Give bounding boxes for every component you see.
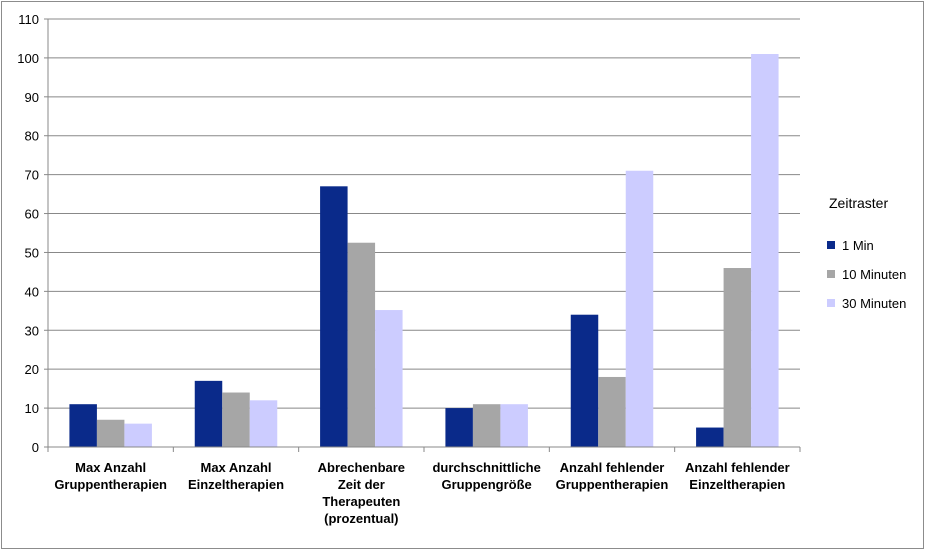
bar [320, 186, 348, 448]
y-tick-label: 50 [25, 245, 39, 260]
bar [124, 423, 152, 447]
y-tick-label: 110 [18, 12, 39, 27]
x-category-labels: Max Anzahl Gruppentherapien Max Anzahl Einz… [54, 460, 789, 526]
bar [375, 310, 403, 447]
y-tick-label: 80 [25, 129, 39, 144]
legend-label: 10 Minuten [842, 267, 906, 282]
bar [347, 242, 376, 447]
legend-title: Zeitraster [829, 195, 888, 211]
x-category-label: Abrechenbare Zeit der Therapeuten (prozentu… [318, 460, 405, 526]
y-tick-label: 30 [25, 323, 39, 338]
y-tick-label: 40 [25, 284, 39, 299]
y-tick-label: 100 [17, 51, 39, 66]
x-category-label: Max Anzahl Einzeltherapien [188, 460, 284, 492]
bar [570, 314, 599, 447]
bar [472, 404, 501, 447]
bar [696, 427, 724, 447]
x-category-label: Max Anzahl Gruppentherapien [54, 460, 167, 492]
bars [69, 54, 779, 448]
axes [44, 18, 801, 452]
legend-label: 1 Min [842, 238, 874, 253]
y-tick-label: 70 [25, 168, 39, 183]
bar [96, 419, 125, 447]
y-tick-label: 10 [25, 401, 39, 416]
bar [723, 268, 752, 447]
x-category-label: Anzahl fehlender Einzeltherapien [685, 460, 790, 492]
gridlines [48, 18, 800, 409]
legend-label: 30 Minuten [842, 296, 906, 311]
legend-swatch [827, 299, 835, 307]
bar [222, 392, 250, 447]
bar [751, 54, 779, 447]
legend-swatch [827, 270, 835, 278]
legend: Zeitraster 1 Min 10 Minuten 30 Minuten [827, 195, 906, 311]
bar [249, 400, 278, 447]
bar [69, 404, 97, 447]
x-category-label: Anzahl fehlender Gruppentherapien [556, 460, 669, 492]
y-tick-label: 60 [25, 207, 39, 222]
bar [500, 404, 528, 447]
y-tick-label: 20 [25, 362, 39, 377]
y-tick-label: 90 [25, 90, 39, 105]
y-tick-label: 0 [32, 440, 39, 455]
x-category-label: durchschnittliche Gruppengröße [432, 460, 540, 492]
bar [625, 170, 654, 447]
y-tick-labels: 0 10 20 30 40 50 60 70 80 90 100 110 [17, 12, 39, 455]
legend-swatch [827, 241, 835, 249]
bar [194, 380, 223, 447]
bar [445, 408, 473, 447]
bar [598, 376, 626, 447]
